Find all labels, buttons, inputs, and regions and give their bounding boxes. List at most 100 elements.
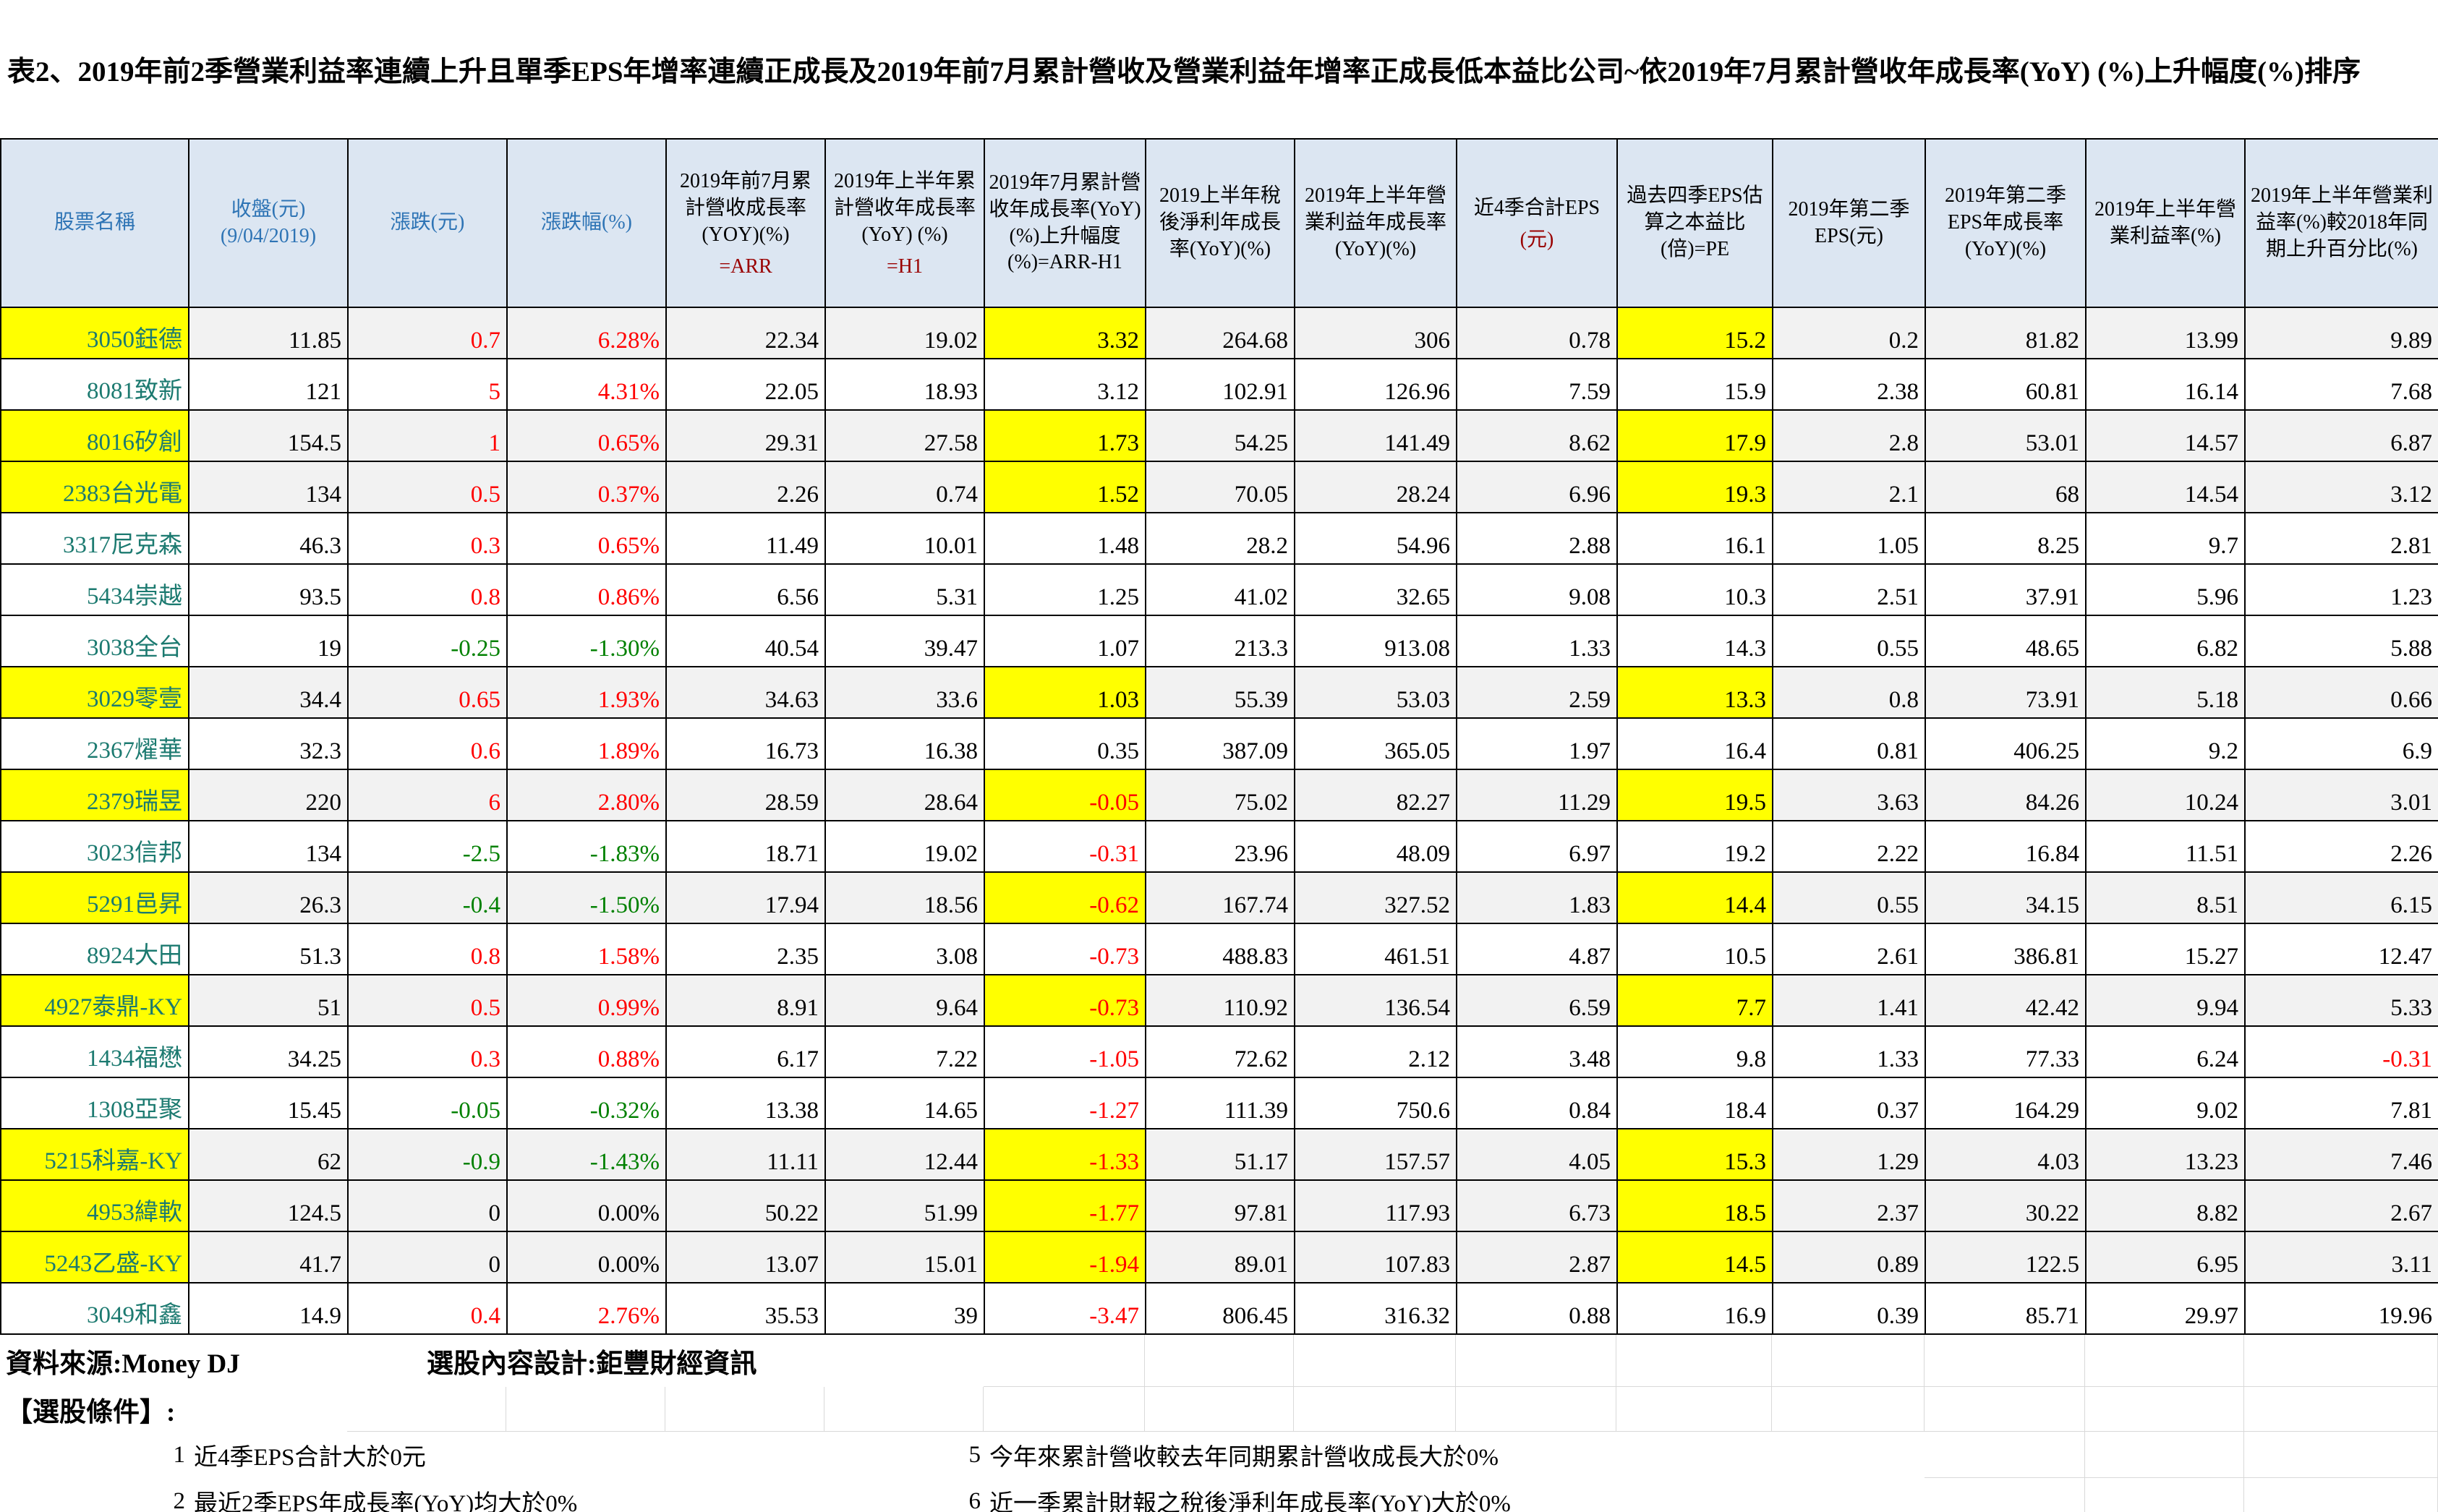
cell-r17-arr[interactable]: 11.11 [665,1128,826,1181]
cell-r16-eps_q2[interactable]: 0.37 [1772,1077,1926,1129]
cell-r6-name[interactable]: 5434崇越 [0,563,189,616]
cell-r5-op_profit_yoy[interactable]: 54.96 [1294,512,1457,565]
cell-r17-eps_q2_yoy[interactable]: 4.03 [1925,1128,2087,1181]
cell-r13-change_pct[interactable]: 1.58% [506,923,667,975]
cell-r6-net_profit_yoy[interactable]: 41.02 [1145,563,1295,616]
cell-r7-close[interactable]: 19 [188,615,349,667]
cell-r3-pe[interactable]: 17.9 [1616,409,1773,462]
cell-r11-yoy_diff[interactable]: -0.31 [984,820,1146,873]
cell-r3-op_margin[interactable]: 14.57 [2085,409,2246,462]
cell-r10-arr[interactable]: 28.59 [665,769,826,821]
cell-r14-close[interactable]: 51 [188,974,349,1027]
cell-r17-op_margin[interactable]: 13.23 [2085,1128,2246,1181]
cell-r17-net_profit_yoy[interactable]: 51.17 [1145,1128,1295,1181]
cell-r7-arr[interactable]: 40.54 [665,615,826,667]
cell-r12-op_profit_yoy[interactable]: 327.52 [1294,871,1457,924]
cell-r19-yoy_diff[interactable]: -1.94 [984,1231,1146,1284]
cell-r18-op_margin_up[interactable]: 2.67 [2244,1179,2438,1232]
cell-r20-change_pct[interactable]: 2.76% [506,1282,667,1335]
cell-r15-eps_q2[interactable]: 1.33 [1772,1025,1926,1078]
cell-r6-arr[interactable]: 6.56 [665,563,826,616]
cell-r14-change[interactable]: 0.5 [347,974,508,1027]
cell-r3-name[interactable]: 8016矽創 [0,409,189,462]
cell-r9-net_profit_yoy[interactable]: 387.09 [1145,717,1295,770]
cell-r9-h1[interactable]: 16.38 [824,717,985,770]
cell-r2-h1[interactable]: 18.93 [824,358,985,411]
cell-r11-close[interactable]: 134 [188,820,349,873]
cell-r13-op_margin_up[interactable]: 12.47 [2244,923,2438,975]
cell-r18-change[interactable]: 0 [347,1179,508,1232]
cell-r15-arr[interactable]: 6.17 [665,1025,826,1078]
cell-r3-eps_q2_yoy[interactable]: 53.01 [1925,409,2087,462]
cell-r13-h1[interactable]: 3.08 [824,923,985,975]
cell-r20-close[interactable]: 14.9 [188,1282,349,1335]
cell-r17-close[interactable]: 62 [188,1128,349,1181]
cell-r6-op_margin_up[interactable]: 1.23 [2244,563,2438,616]
cell-r6-close[interactable]: 93.5 [188,563,349,616]
cell-r1-eps_4q[interactable]: 0.78 [1456,307,1618,359]
cell-r16-net_profit_yoy[interactable]: 111.39 [1145,1077,1295,1129]
cell-r14-eps_q2[interactable]: 1.41 [1772,974,1926,1027]
cell-r2-arr[interactable]: 22.05 [665,358,826,411]
cell-r4-op_margin_up[interactable]: 3.12 [2244,461,2438,513]
cell-r9-name[interactable]: 2367燿華 [0,717,189,770]
cell-r4-op_margin[interactable]: 14.54 [2085,461,2246,513]
cell-r4-change_pct[interactable]: 0.37% [506,461,667,513]
cell-r4-pe[interactable]: 19.3 [1616,461,1773,513]
cell-r15-change[interactable]: 0.3 [347,1025,508,1078]
cell-r13-pe[interactable]: 10.5 [1616,923,1773,975]
cell-r20-op_margin_up[interactable]: 19.96 [2244,1282,2438,1335]
cell-r4-eps_q2_yoy[interactable]: 68 [1925,461,2087,513]
cell-r2-eps_q2_yoy[interactable]: 60.81 [1925,358,2087,411]
cell-r2-op_profit_yoy[interactable]: 126.96 [1294,358,1457,411]
cell-r5-eps_q2[interactable]: 1.05 [1772,512,1926,565]
cell-r9-change_pct[interactable]: 1.89% [506,717,667,770]
cell-r12-change_pct[interactable]: -1.50% [506,871,667,924]
cell-r19-pe[interactable]: 14.5 [1616,1231,1773,1284]
cell-r13-eps_q2[interactable]: 2.61 [1772,923,1926,975]
column-header-change_pct[interactable]: 漲跌幅(%) [506,138,667,308]
cell-r15-pe[interactable]: 9.8 [1616,1025,1773,1078]
cell-r10-eps_4q[interactable]: 11.29 [1456,769,1618,821]
cell-r3-eps_4q[interactable]: 8.62 [1456,409,1618,462]
cell-r2-change[interactable]: 5 [347,358,508,411]
cell-r15-close[interactable]: 34.25 [188,1025,349,1078]
cell-r5-eps_q2_yoy[interactable]: 8.25 [1925,512,2087,565]
cell-r9-op_margin[interactable]: 9.2 [2085,717,2246,770]
cell-r10-h1[interactable]: 28.64 [824,769,985,821]
cell-r3-op_profit_yoy[interactable]: 141.49 [1294,409,1457,462]
cell-r20-arr[interactable]: 35.53 [665,1282,826,1335]
cell-r8-eps_4q[interactable]: 2.59 [1456,666,1618,719]
cell-r16-change_pct[interactable]: -0.32% [506,1077,667,1129]
cell-r16-eps_4q[interactable]: 0.84 [1456,1077,1618,1129]
cell-r12-yoy_diff[interactable]: -0.62 [984,871,1146,924]
cell-r16-op_margin[interactable]: 9.02 [2085,1077,2246,1129]
cell-r5-change[interactable]: 0.3 [347,512,508,565]
cell-r16-arr[interactable]: 13.38 [665,1077,826,1129]
cell-r1-yoy_diff[interactable]: 3.32 [984,307,1146,359]
cell-r18-op_profit_yoy[interactable]: 117.93 [1294,1179,1457,1232]
cell-r4-close[interactable]: 134 [188,461,349,513]
column-header-pe[interactable]: 過去四季EPS估算之本益比(倍)=PE [1616,138,1773,308]
cell-r2-name[interactable]: 8081致新 [0,358,189,411]
cell-r6-yoy_diff[interactable]: 1.25 [984,563,1146,616]
cell-r1-change_pct[interactable]: 6.28% [506,307,667,359]
cell-r16-close[interactable]: 15.45 [188,1077,349,1129]
cell-r8-arr[interactable]: 34.63 [665,666,826,719]
cell-r1-change[interactable]: 0.7 [347,307,508,359]
cell-r11-h1[interactable]: 19.02 [824,820,985,873]
cell-r19-op_profit_yoy[interactable]: 107.83 [1294,1231,1457,1284]
cell-r9-yoy_diff[interactable]: 0.35 [984,717,1146,770]
cell-r19-net_profit_yoy[interactable]: 89.01 [1145,1231,1295,1284]
cell-r2-eps_4q[interactable]: 7.59 [1456,358,1618,411]
cell-r10-net_profit_yoy[interactable]: 75.02 [1145,769,1295,821]
cell-r1-close[interactable]: 11.85 [188,307,349,359]
cell-r7-h1[interactable]: 39.47 [824,615,985,667]
cell-r1-name[interactable]: 3050鈺德 [0,307,189,359]
cell-r10-yoy_diff[interactable]: -0.05 [984,769,1146,821]
column-header-h1[interactable]: 2019年上半年累計營收年成長率(YoY) (%) =H1 [824,138,985,308]
cell-r14-name[interactable]: 4927泰鼎-KY [0,974,189,1027]
cell-r5-name[interactable]: 3317尼克森 [0,512,189,565]
cell-r12-pe[interactable]: 14.4 [1616,871,1773,924]
cell-r13-net_profit_yoy[interactable]: 488.83 [1145,923,1295,975]
